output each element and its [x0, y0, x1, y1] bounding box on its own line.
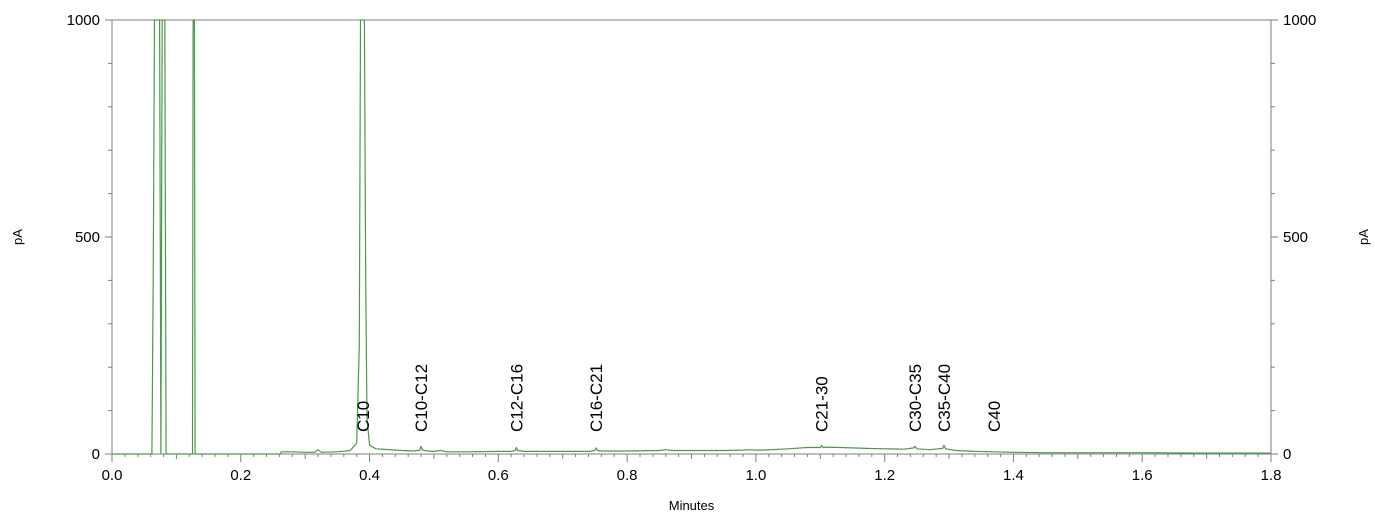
peak-label: C10-C12 — [412, 364, 431, 432]
y-tick-label-right: 500 — [1283, 229, 1308, 246]
peak-label: C35-C40 — [935, 364, 954, 432]
x-tick-label: 1.8 — [1261, 467, 1282, 484]
annotations-layer: C10 C10-C12 C12-C16 C16-C21 C21-30 C30-C35 C35… — [354, 364, 1004, 432]
x-axis-title: Minutes — [669, 498, 715, 513]
x-tick-label: 0.0 — [102, 467, 123, 484]
x-tick-label: 0.8 — [617, 467, 638, 484]
y-axis-title-right: pA — [1356, 229, 1371, 245]
x-tick-label: 1.0 — [745, 467, 766, 484]
chromatogram-trace — [112, 19, 1271, 455]
x-tick-label: 1.6 — [1132, 467, 1153, 484]
y-tick-label-left: 0 — [92, 446, 100, 463]
peak-label: C12-C16 — [507, 364, 526, 432]
y-tick-label-right: 1000 — [1283, 12, 1316, 29]
peak-label: C16-C21 — [587, 364, 606, 432]
x-tick-label: 0.2 — [230, 467, 251, 484]
x-tick-label: 1.2 — [874, 467, 895, 484]
peak-label: C21-30 — [813, 376, 832, 432]
peak-label: C10 — [354, 401, 373, 432]
y-tick-label-left: 500 — [75, 229, 100, 246]
series-layer — [112, 19, 1271, 455]
peak-label: C40 — [985, 401, 1004, 432]
x-tick-label: 1.4 — [1003, 467, 1024, 484]
x-tick-label: 0.6 — [488, 467, 509, 484]
peak-label: C30-C35 — [906, 364, 925, 432]
y-tick-label-left: 1000 — [67, 12, 100, 29]
x-tick-label: 0.4 — [359, 467, 380, 484]
axes-layer — [111, 19, 1272, 455]
y-tick-label-right: 0 — [1283, 446, 1291, 463]
y-axis-title-left: pA — [10, 229, 25, 245]
